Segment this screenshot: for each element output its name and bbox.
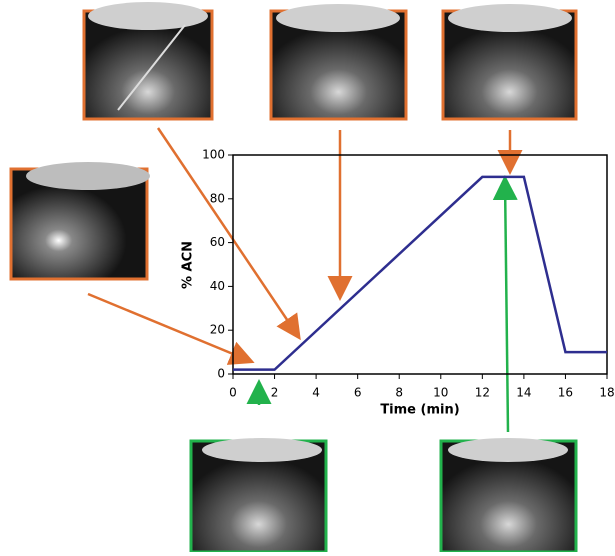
photo: [191, 438, 326, 552]
y-tick-label: 80: [210, 191, 225, 205]
y-tick-label: 60: [210, 235, 225, 249]
x-tick-label: 18: [599, 386, 614, 400]
y-axis-label: % ACN: [181, 241, 196, 289]
photos: [11, 2, 576, 552]
x-tick-label: 0: [229, 386, 237, 400]
x-tick-label: 4: [312, 386, 320, 400]
x-axis-label: Time (min): [380, 403, 459, 418]
y-tick-label: 100: [202, 148, 225, 162]
photo: [84, 2, 212, 119]
x-tick-label: 16: [558, 386, 573, 400]
plot-frame: [233, 155, 607, 374]
x-tick-label: 2: [271, 386, 279, 400]
x-tick-label: 14: [516, 386, 531, 400]
x-tick-label: 12: [475, 386, 490, 400]
y-tick-label: 0: [217, 367, 225, 381]
series-line: [233, 177, 607, 370]
photo: [441, 438, 576, 552]
y-tick-label: 40: [210, 279, 225, 293]
photo: [443, 4, 576, 119]
chart: Time (min) % ACN 0 20 40 60 80 100 0 2 4 6 8 10 12 14…: [0, 0, 615, 552]
y-tick-label: 20: [210, 323, 225, 337]
photo: [11, 162, 150, 279]
x-tick-label: 6: [354, 386, 362, 400]
x-tick-label: 10: [433, 386, 448, 400]
x-tick-label: 8: [395, 386, 403, 400]
photo: [271, 4, 406, 119]
